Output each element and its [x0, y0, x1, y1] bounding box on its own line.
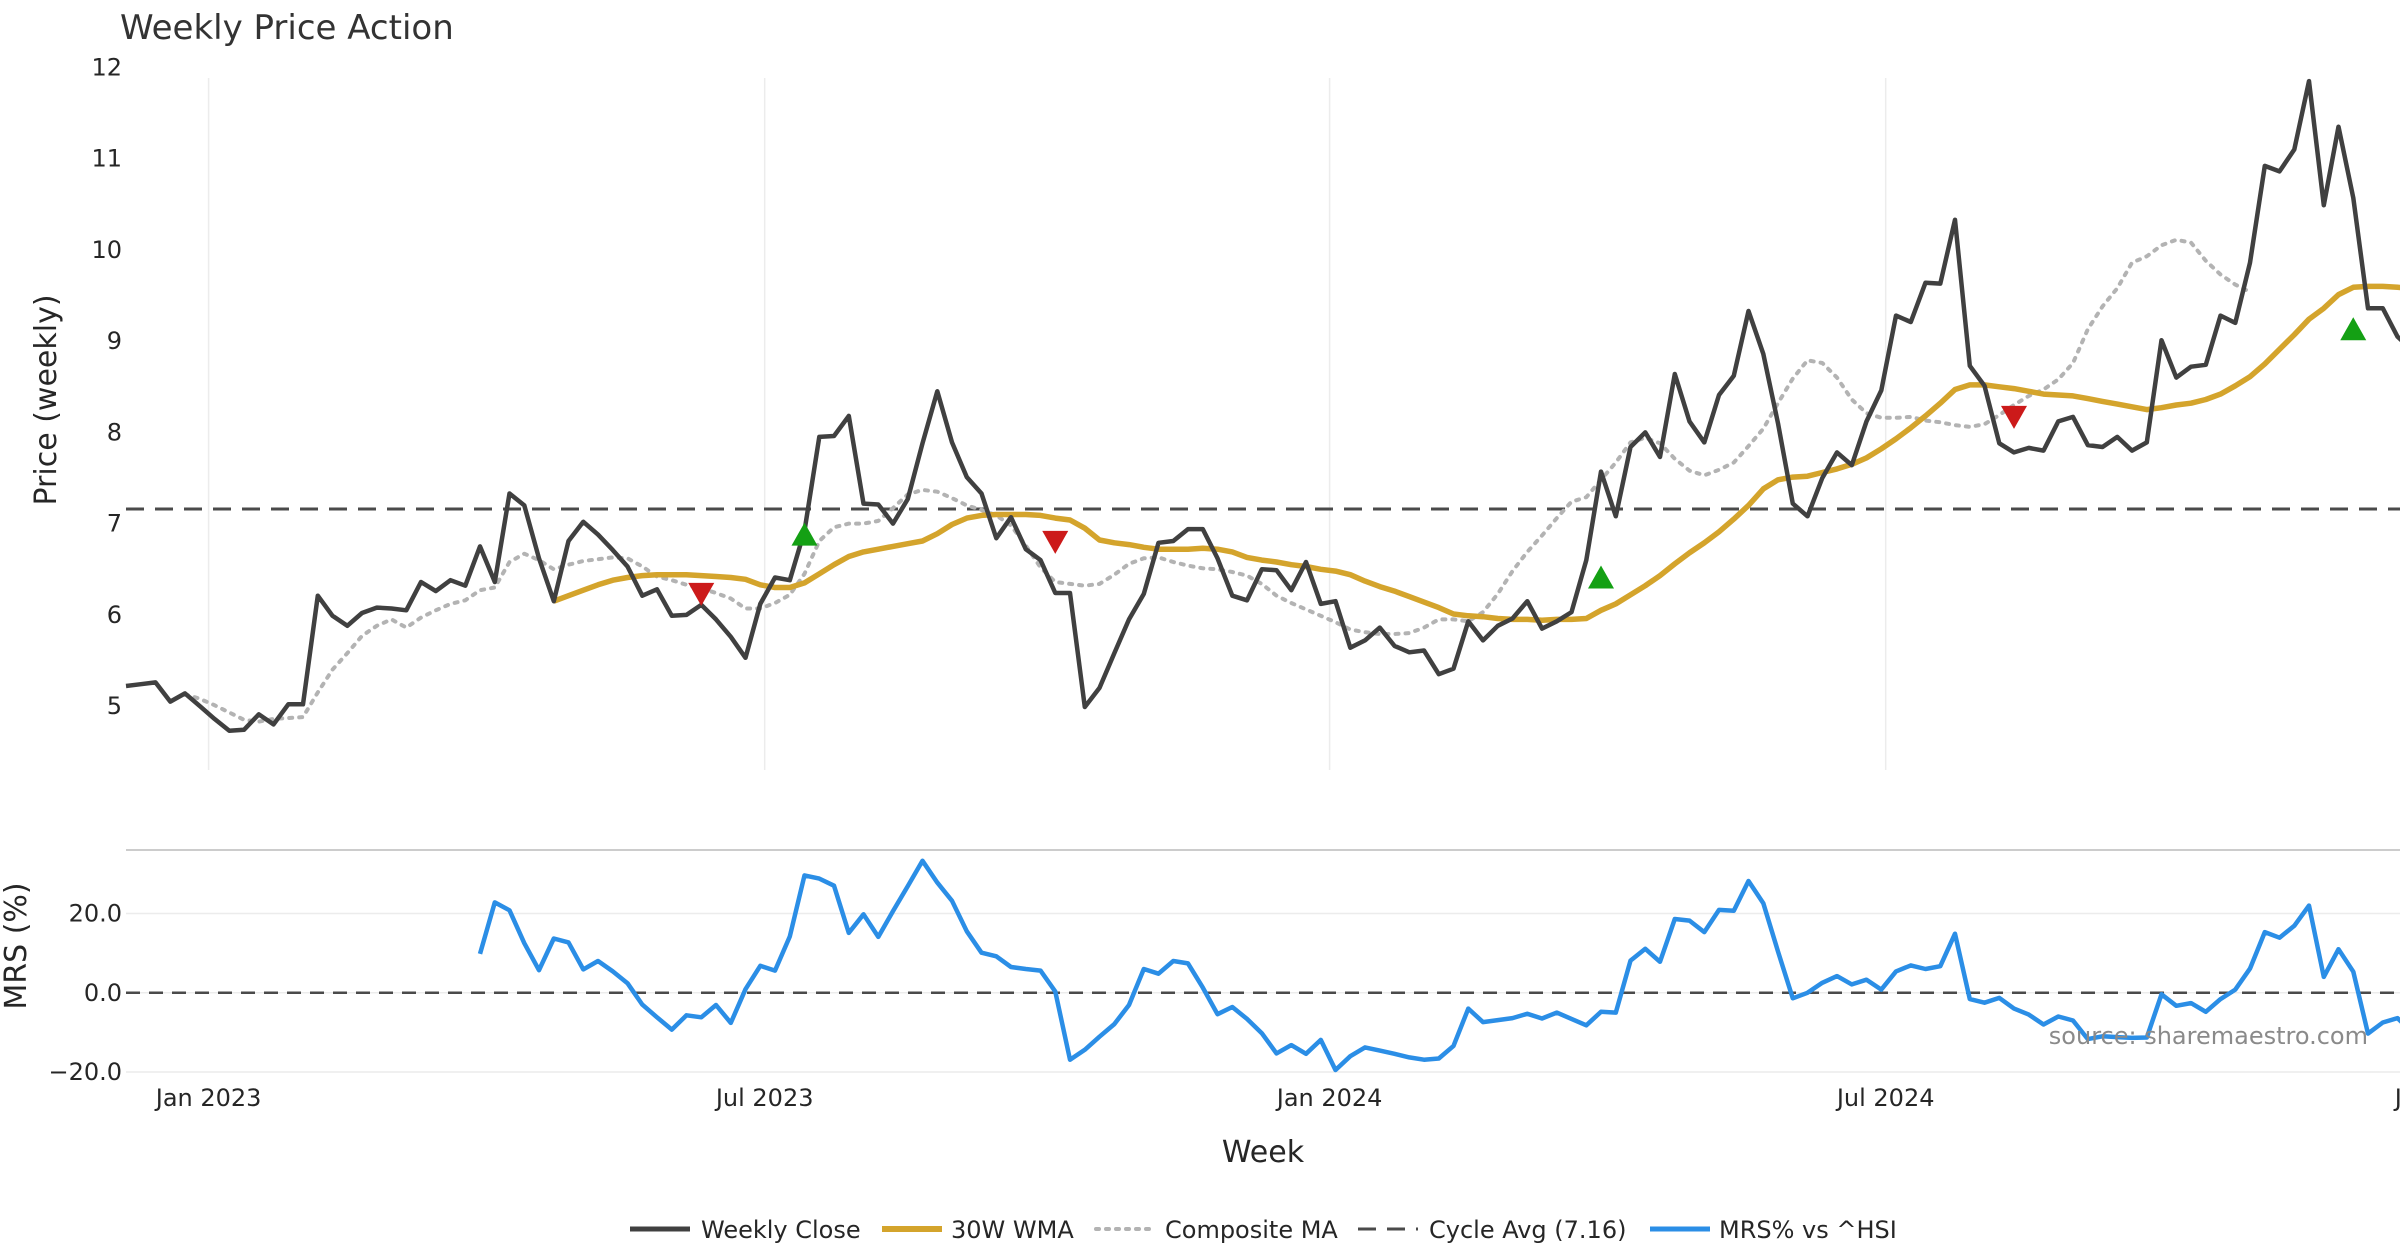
x-tick-label: Jan 2024 [1275, 1084, 1383, 1112]
x-tick-label: Jul 2024 [1835, 1084, 1935, 1112]
sell-signal-marker [1042, 530, 1069, 554]
chart-title: Weekly Price Action [120, 8, 454, 48]
legend-label-cycle-avg: Cycle Avg (7.16) [1429, 1216, 1626, 1244]
sell-signal-marker [688, 582, 715, 606]
legend-label-mrs: MRS% vs ^HSI [1719, 1216, 1897, 1244]
legend: Weekly Close 30W WMA Composite MA Cycle … [630, 1216, 1897, 1244]
price-y-tick-label: 7 [107, 510, 122, 538]
price-y-tick-label: 9 [107, 327, 122, 355]
mrs-line [477, 858, 2400, 1073]
x-ticks: Jan 2023 Jul 2023 Jan 2024 Jul 2024 Jan 2025… [154, 1084, 2400, 1112]
sell-signal-marker [2001, 405, 2027, 429]
price-y-tick-label: 11 [91, 145, 122, 173]
legend-label-wma: 30W WMA [951, 1216, 1074, 1244]
x-tick-label: Jan 2025 [2393, 1084, 2400, 1112]
signal-markers [688, 317, 2367, 606]
price-y-tick-label: 12 [91, 53, 122, 81]
buy-signal-marker [791, 522, 818, 546]
price-y-label: Price (weekly) [29, 294, 64, 505]
legend-label-composite-ma: Composite MA [1165, 1216, 1338, 1244]
wma-30w-line [552, 283, 2400, 624]
price-y-tick-label: 8 [107, 418, 122, 446]
buy-signal-marker [2340, 317, 2367, 341]
mrs-y-label: MRS (%) [0, 882, 34, 1009]
price-y-ticks: 5 6 7 8 9 10 11 12 [91, 53, 122, 720]
mrs-y-tick-label: −20.0 [48, 1058, 122, 1086]
price-y-tick-label: 10 [91, 236, 122, 264]
x-tick-label: Jan 2023 [154, 1084, 262, 1112]
x-axis-label: Week [1222, 1135, 1305, 1170]
x-tick-label: Jul 2023 [714, 1084, 814, 1112]
legend-label-weekly-close: Weekly Close [701, 1216, 861, 1244]
price-y-tick-label: 5 [107, 692, 122, 720]
price-gridlines [207, 78, 1887, 770]
mrs-y-tick-label: 20.0 [69, 899, 122, 927]
composite-ma-line [183, 237, 2252, 724]
source-note: source: sharemaestro.com [2049, 1022, 2368, 1050]
weekly-close-line [125, 78, 2400, 734]
mrs-y-tick-label: 0.0 [84, 979, 122, 1007]
mrs-y-ticks: −20.0 0.0 20.0 [48, 899, 122, 1086]
price-y-tick-label: 6 [107, 601, 122, 629]
buy-signal-marker [1588, 565, 1614, 589]
